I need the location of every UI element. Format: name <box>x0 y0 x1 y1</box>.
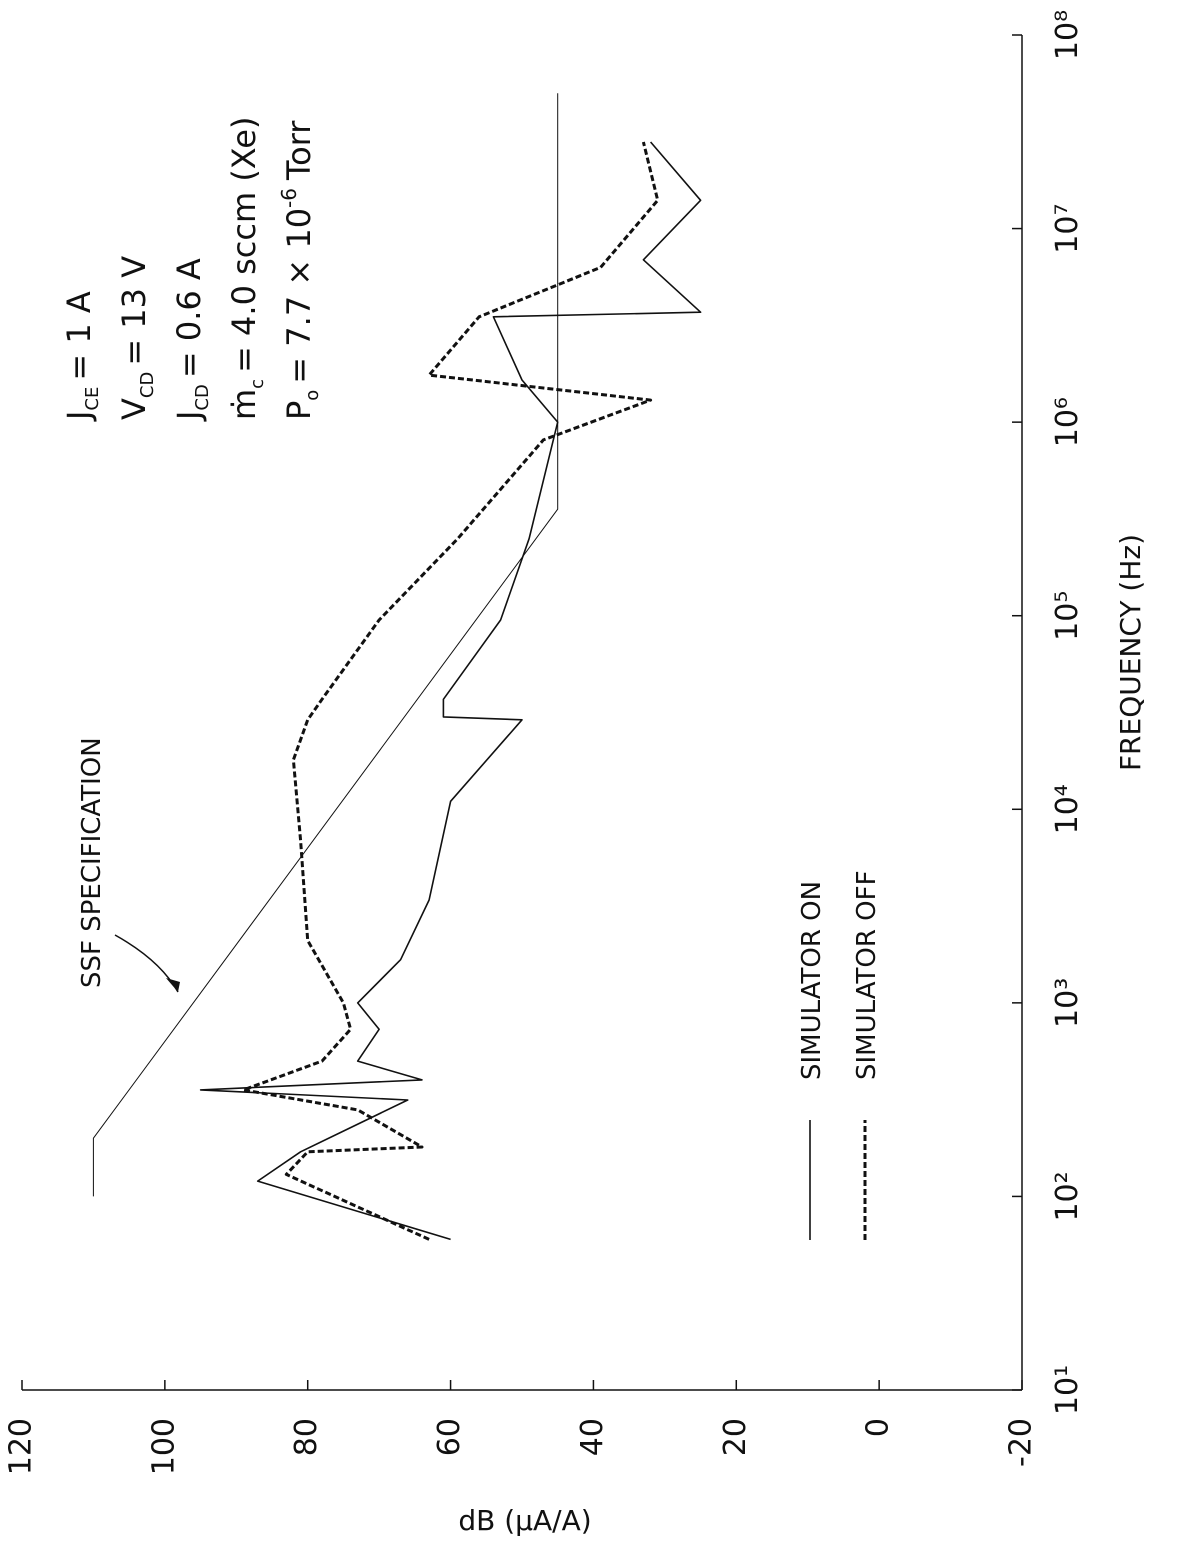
plot: -20 0 20 40 60 80 100 120 10¹ 10² 10³ 10⁴ 10⁵ 10⁶ 10⁷ 1… <box>4 10 1148 1537</box>
annotation-text: = 0.6 A <box>170 258 208 378</box>
annotation: Po = 7.7 × 10-6 Torr <box>277 120 323 420</box>
annotation-unit: Torr <box>280 120 318 181</box>
x-axis-label: FREQUENCY (Hz) <box>1114 534 1147 771</box>
series-line <box>241 141 660 1241</box>
annotation-text: = 7.7 × 10 <box>280 208 318 384</box>
annotation-subscript: CE <box>82 387 103 411</box>
series-line <box>199 141 702 1241</box>
y-tick-label: 100 <box>146 1418 181 1475</box>
annotation: JCD = 0.6 A <box>170 258 213 422</box>
x-tick-label: 10³ <box>1050 978 1085 1028</box>
y-tick-label: 20 <box>718 1418 753 1456</box>
series-line <box>92 93 559 1197</box>
annotation-superscript: -6 <box>277 188 301 208</box>
annotation-text: = 4.0 sccm (Xe) <box>225 117 263 373</box>
spec-arrow <box>114 934 179 993</box>
annotation-subscript: o <box>302 390 323 401</box>
legend-label: SIMULATOR OFF <box>852 870 882 1080</box>
y-tick-label: 80 <box>289 1418 324 1456</box>
y-axis-label: dB (µA/A) <box>458 1504 591 1537</box>
x-tick-label: 10² <box>1050 1171 1085 1221</box>
y-tick-label: 40 <box>575 1418 610 1456</box>
x-tick-label: 10⁷ <box>1050 203 1085 253</box>
y-tick-label: -20 <box>1004 1418 1039 1467</box>
legend-label: SIMULATOR ON <box>797 881 827 1080</box>
annotation-subscript: CD <box>137 372 158 398</box>
spec-arrowhead <box>166 978 180 992</box>
x-tick-label: 10⁸ <box>1050 10 1085 60</box>
annotation-symbol: V <box>115 398 153 420</box>
annotation-subscript: c <box>247 379 268 389</box>
annotation: ṁc = 4.0 sccm (Xe) <box>225 117 268 420</box>
y-tick-label: 120 <box>4 1418 39 1475</box>
x-tick-label: 10⁶ <box>1050 397 1085 447</box>
annotation-symbol: J <box>60 411 98 422</box>
spec-label: SSF SPECIFICATION <box>77 737 107 988</box>
annotation-text: = 1 A <box>60 291 98 381</box>
annotation-symbol: J <box>170 411 208 422</box>
annotation-symbol: P <box>280 401 318 420</box>
annotation: VCD = 13 V <box>115 256 158 420</box>
x-tick-label: 10⁴ <box>1050 784 1085 834</box>
x-tick-label: 10⁵ <box>1050 591 1085 641</box>
annotation-text: = 13 V <box>115 256 153 366</box>
x-tick-label: 10¹ <box>1050 1365 1085 1415</box>
annotation-symbol: ṁ <box>225 389 263 420</box>
annotation-subscript: CD <box>192 384 213 410</box>
annotation: JCE = 1 A <box>60 291 103 422</box>
y-tick-label: 60 <box>432 1418 467 1456</box>
y-tick-label: 0 <box>861 1418 896 1437</box>
